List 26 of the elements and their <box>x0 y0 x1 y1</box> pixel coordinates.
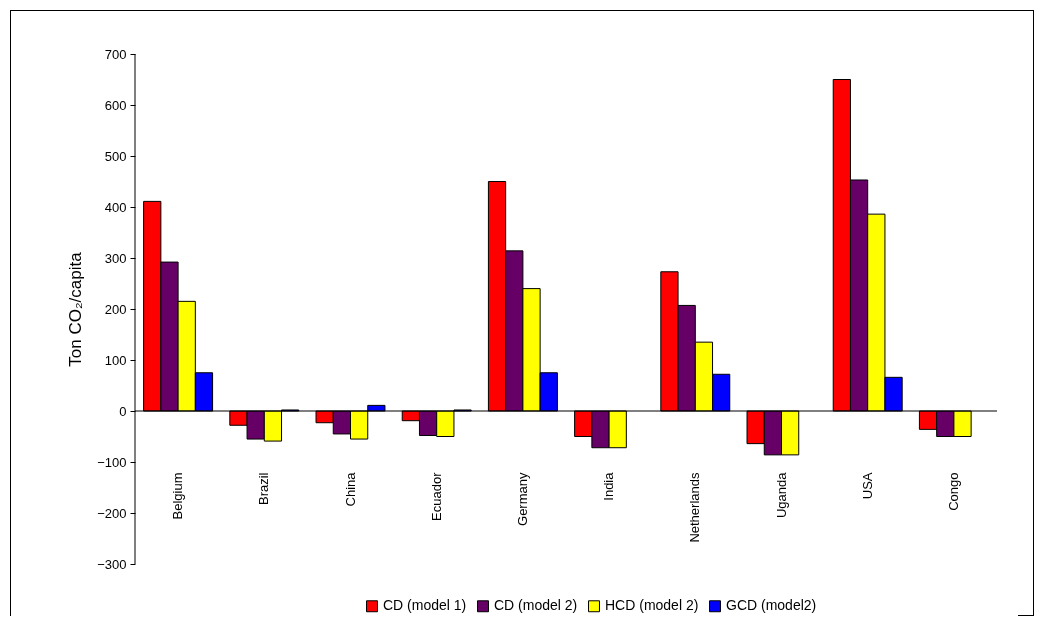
legend-label: GCD (model2) <box>726 597 817 614</box>
x-tick-label: Germany <box>514 472 530 526</box>
x-tick-label: Netherlands <box>687 472 703 543</box>
y-axis-title: Ton CO₂/capita <box>66 251 86 367</box>
y-tick-label: 100 <box>104 352 127 368</box>
x-tick-label: Congo <box>945 472 961 511</box>
y-tick-label: 200 <box>104 301 127 317</box>
x-tick-label: India <box>601 471 617 501</box>
x-tick-label: Belgium <box>170 472 186 520</box>
legend-label: CD (model 2) <box>494 597 578 614</box>
y-tick-label: 500 <box>104 148 127 164</box>
x-tick-label: Ecuador <box>428 471 444 521</box>
x-tick-label: China <box>342 471 358 507</box>
y-tick-label: −200 <box>97 505 127 521</box>
y-tick-label: 400 <box>104 199 127 215</box>
y-tick-label: 0 <box>119 403 127 419</box>
x-tick-label: USA <box>859 472 875 500</box>
y-tick-label: −300 <box>97 556 127 572</box>
x-tick-label: Brazil <box>256 472 272 506</box>
y-tick-label: 300 <box>104 250 127 266</box>
y-tick-label: −100 <box>97 454 127 470</box>
legend-label: CD (model 1) <box>383 597 467 614</box>
y-tick-label: 600 <box>104 97 127 113</box>
y-tick-label: 700 <box>104 46 127 62</box>
legend-label: HCD (model 2) <box>605 597 699 614</box>
x-tick-label: Uganda <box>773 471 789 519</box>
